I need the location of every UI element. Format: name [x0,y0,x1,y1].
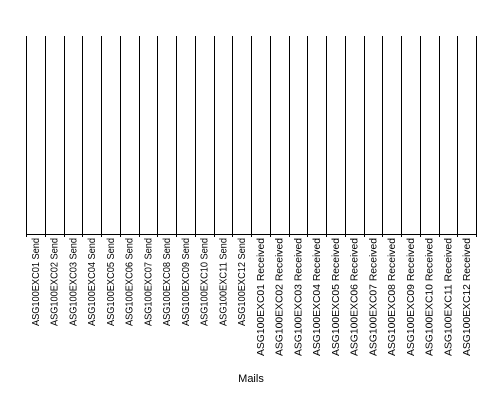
tick-label-layer: ASG100EXC01 Send ASG100EXC02 Send ASG100EX… [31,238,473,356]
x-tick-label: ASG100EXC04 Send [87,238,98,326]
x-tick-label: ASG100EXC07 Received [368,238,379,356]
axis-layer [26,234,477,237]
x-tick-label: ASG100EXC04 Received [312,238,323,356]
x-tick-label: ASG100EXC11 Send [218,238,229,326]
x-tick-label: ASG100EXC05 Send [106,238,117,326]
x-tick-label: ASG100EXC09 Received [406,238,417,356]
x-tick-label: ASG100EXC12 Received [462,238,473,356]
x-tick-label: ASG100EXC12 Send [237,238,248,326]
x-axis-title: Mails [238,373,264,385]
x-tick-label: ASG100EXC03 Received [293,238,304,356]
grid-layer [26,36,477,234]
x-tick-label: ASG100EXC01 Received [256,238,267,356]
x-tick-label: ASG100EXC11 Received [443,238,454,356]
x-tick-label: ASG100EXC05 Received [331,238,342,356]
x-tick-label: ASG100EXC10 Send [200,238,211,326]
x-tick-label: ASG100EXC09 Send [181,238,192,326]
x-tick-label: ASG100EXC10 Received [425,238,436,356]
x-tick-label: ASG100EXC06 Send [125,238,136,326]
x-tick-label: ASG100EXC01 Send [31,238,42,326]
x-tick-label: ASG100EXC02 Received [275,238,286,356]
x-tick-label: ASG100EXC08 Send [162,238,173,326]
x-tick-label: ASG100EXC06 Received [350,238,361,356]
x-tick-label: ASG100EXC03 Send [68,238,79,326]
x-tick-label: ASG100EXC08 Received [387,238,398,356]
x-tick-label: ASG100EXC07 Send [143,238,154,326]
x-tick-label: ASG100EXC02 Send [50,238,61,326]
